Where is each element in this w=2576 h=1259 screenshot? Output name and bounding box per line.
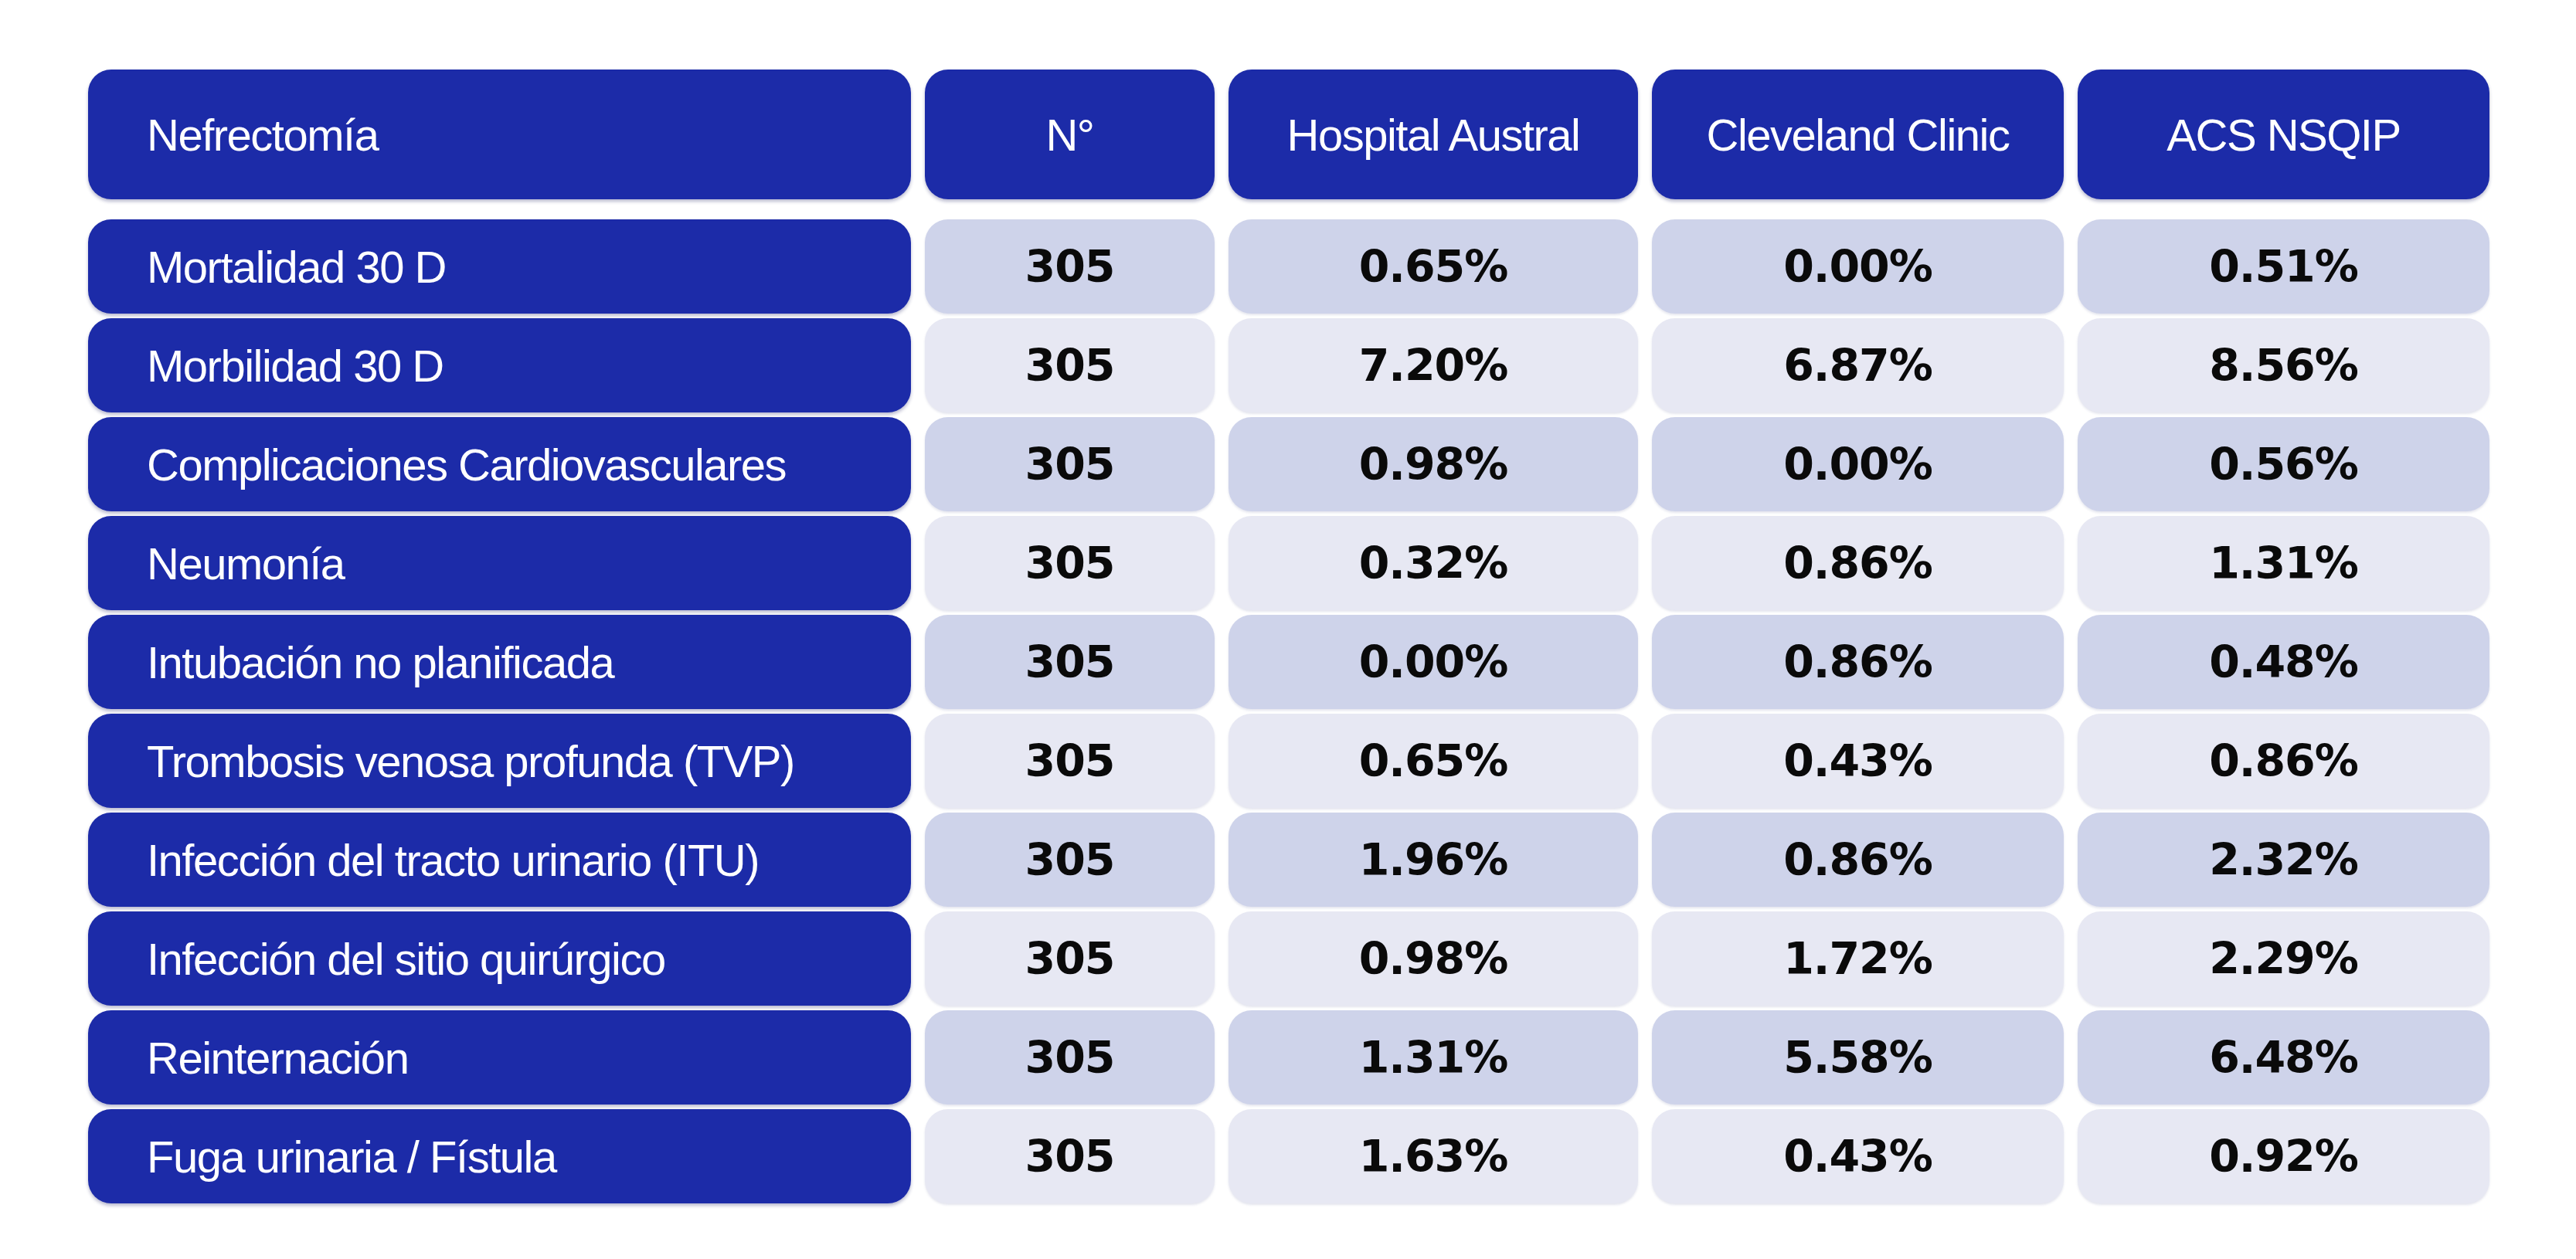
cell-cleveland-clinic-value: 0.86% [1652,615,2064,709]
cell-hospital-austral-value: 0.65% [1229,219,1638,314]
cell-acs-nsqip-value: 8.56% [2078,318,2489,412]
row-label-cell: Intubación no planificada [88,615,911,709]
header-cell-hospital-austral: Hospital Austral [1229,70,1638,199]
row-label-cell: Trombosis venosa profunda (TVP) [88,714,911,808]
cell-n-value: 305 [925,615,1215,709]
cell-acs-nsqip-value: 0.56% [2078,417,2489,511]
cell-hospital-austral-value: 1.96% [1229,813,1638,907]
cell-n-value: 305 [925,813,1215,907]
cell-hospital-austral-value: 1.63% [1229,1109,1638,1203]
header-cell-procedure: Nefrectomía [88,70,911,199]
cell-cleveland-clinic-value: 0.86% [1652,813,2064,907]
cell-n-value: 305 [925,318,1215,412]
cell-acs-nsqip-value: 0.48% [2078,615,2489,709]
cell-hospital-austral-value: 0.98% [1229,911,1638,1006]
cell-acs-nsqip-value: 0.86% [2078,714,2489,808]
cell-cleveland-clinic-value: 0.43% [1652,714,2064,808]
table-header-row: Nefrectomía N° Hospital Austral Clevelan… [88,70,2489,199]
cell-hospital-austral-value: 0.65% [1229,714,1638,808]
cell-cleveland-clinic-value: 5.58% [1652,1010,2064,1105]
cell-n-value: 305 [925,417,1215,511]
header-cell-acs-nsqip: ACS NSQIP [2078,70,2489,199]
cell-hospital-austral-value: 7.20% [1229,318,1638,412]
comparison-table: Nefrectomía N° Hospital Austral Clevelan… [88,70,2489,1203]
row-label-cell: Complicaciones Cardiovasculares [88,417,911,511]
cell-acs-nsqip-value: 0.92% [2078,1109,2489,1203]
cell-acs-nsqip-value: 2.32% [2078,813,2489,907]
cell-cleveland-clinic-value: 6.87% [1652,318,2064,412]
cell-cleveland-clinic-value: 0.43% [1652,1109,2064,1203]
cell-n-value: 305 [925,714,1215,808]
cell-hospital-austral-value: 0.98% [1229,417,1638,511]
cell-hospital-austral-value: 0.32% [1229,516,1638,610]
cell-cleveland-clinic-value: 0.00% [1652,219,2064,314]
cell-acs-nsqip-value: 6.48% [2078,1010,2489,1105]
table-body: Mortalidad 30 D 305 0.65% 0.00% 0.51% Mo… [88,219,2489,1203]
cell-cleveland-clinic-value: 1.72% [1652,911,2064,1006]
row-label-cell: Neumonía [88,516,911,610]
cell-hospital-austral-value: 0.00% [1229,615,1638,709]
row-label-cell: Infección del sitio quirúrgico [88,911,911,1006]
row-label-cell: Morbilidad 30 D [88,318,911,412]
cell-acs-nsqip-value: 0.51% [2078,219,2489,314]
row-label-cell: Fuga urinaria / Fístula [88,1109,911,1203]
cell-acs-nsqip-value: 1.31% [2078,516,2489,610]
row-label-cell: Mortalidad 30 D [88,219,911,314]
cell-cleveland-clinic-value: 0.00% [1652,417,2064,511]
cell-n-value: 305 [925,911,1215,1006]
row-label-cell: Infección del tracto urinario (ITU) [88,813,911,907]
cell-cleveland-clinic-value: 0.86% [1652,516,2064,610]
header-cell-n: N° [925,70,1215,199]
cell-n-value: 305 [925,516,1215,610]
cell-hospital-austral-value: 1.31% [1229,1010,1638,1105]
cell-acs-nsqip-value: 2.29% [2078,911,2489,1006]
cell-n-value: 305 [925,219,1215,314]
header-cell-cleveland-clinic: Cleveland Clinic [1652,70,2064,199]
cell-n-value: 305 [925,1109,1215,1203]
row-label-cell: Reinternación [88,1010,911,1105]
cell-n-value: 305 [925,1010,1215,1105]
